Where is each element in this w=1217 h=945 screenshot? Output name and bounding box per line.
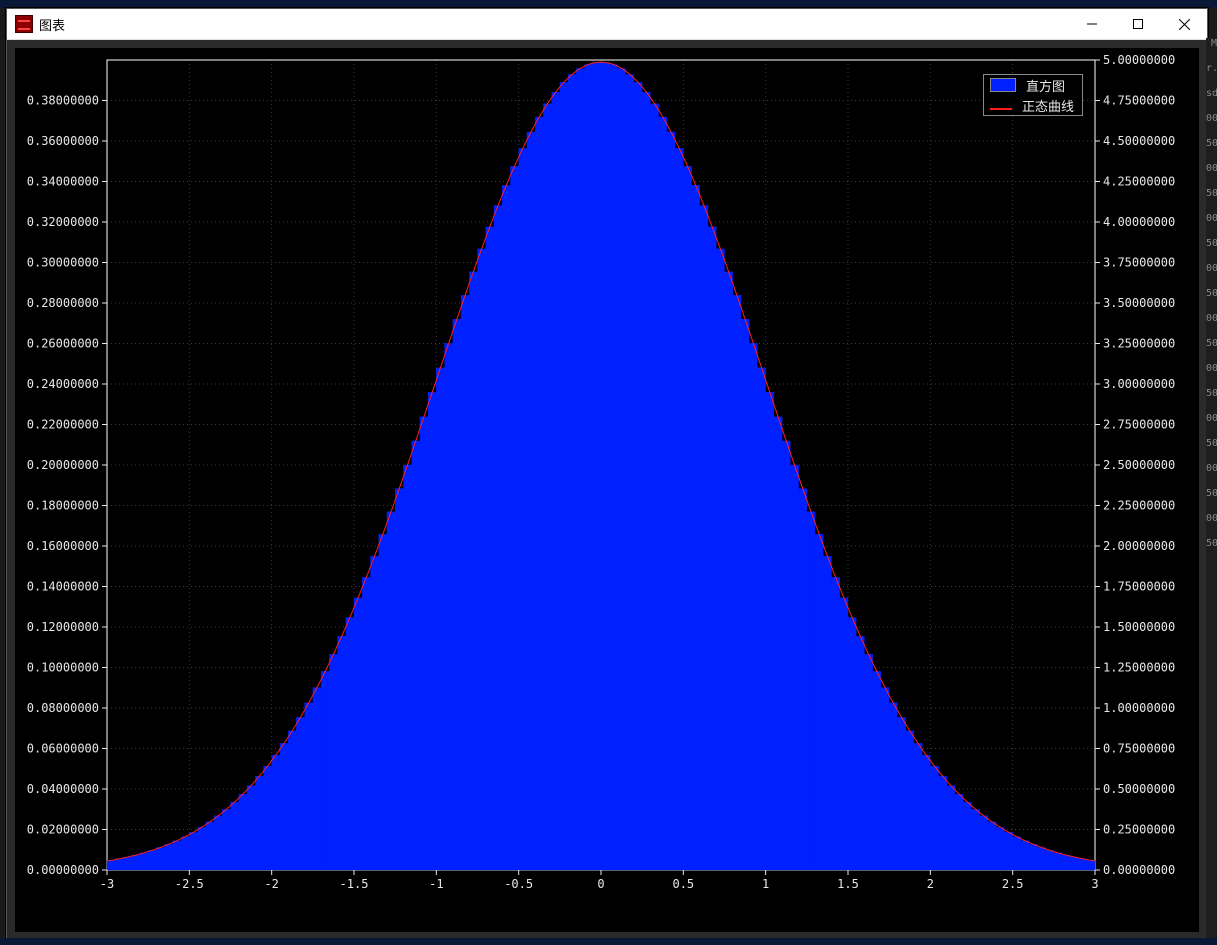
legend-label: 直方图 <box>1026 76 1065 95</box>
minimize-button[interactable] <box>1069 9 1115 39</box>
legend-swatch-line <box>990 108 1012 110</box>
background-text-fragment: M <box>1206 38 1217 63</box>
background-text-fragment: 00 <box>1206 113 1217 138</box>
svg-text:-1.5: -1.5 <box>340 877 369 891</box>
window-title: 图表 <box>39 15 65 34</box>
svg-text:0.06000000: 0.06000000 <box>27 742 99 756</box>
close-button[interactable] <box>1161 9 1207 39</box>
svg-text:0.38000000: 0.38000000 <box>27 94 99 108</box>
titlebar[interactable]: 图表 <box>7 9 1207 40</box>
svg-text:1.25000000: 1.25000000 <box>1103 661 1175 675</box>
svg-text:0.30000000: 0.30000000 <box>27 256 99 270</box>
svg-text:3: 3 <box>1091 877 1098 891</box>
svg-text:1.5: 1.5 <box>837 877 859 891</box>
background-text-fragment: 50 <box>1206 138 1217 163</box>
background-text-fragment: 00 <box>1206 413 1217 438</box>
svg-text:1.00000000: 1.00000000 <box>1103 701 1175 715</box>
svg-text:2: 2 <box>927 877 934 891</box>
svg-text:3.25000000: 3.25000000 <box>1103 337 1175 351</box>
svg-text:4.75000000: 4.75000000 <box>1103 94 1175 108</box>
svg-text:0.14000000: 0.14000000 <box>27 580 99 594</box>
svg-text:0.08000000: 0.08000000 <box>27 701 99 715</box>
chart-outer-frame: -3 -2.5 -2 -1.5 -1 -0.5 0 0.5 1 1.5 2 2.5 3 0.0000000… <box>7 40 1207 939</box>
svg-text:0.20000000: 0.20000000 <box>27 458 99 472</box>
svg-text:0.02000000: 0.02000000 <box>27 823 99 837</box>
svg-text:0.5: 0.5 <box>672 877 694 891</box>
svg-text:0.04000000: 0.04000000 <box>27 782 99 796</box>
svg-text:0.25000000: 0.25000000 <box>1103 823 1175 837</box>
svg-text:2.5: 2.5 <box>1002 877 1024 891</box>
background-text-fragment: 00 <box>1206 213 1217 238</box>
legend-item[interactable]: 正态曲线 <box>984 95 1082 115</box>
svg-text:0.16000000: 0.16000000 <box>27 539 99 553</box>
background-text-fragment: r. <box>1206 63 1217 88</box>
svg-text:0.12000000: 0.12000000 <box>27 620 99 634</box>
svg-text:0: 0 <box>597 877 604 891</box>
background-text-fragment: 50 <box>1206 288 1217 313</box>
svg-text:3.75000000: 3.75000000 <box>1103 256 1175 270</box>
svg-text:0.24000000: 0.24000000 <box>27 377 99 391</box>
svg-text:0.26000000: 0.26000000 <box>27 337 99 351</box>
chart-window: 图表 -3 -2.5 -2 -1.5 -1 -0.5 0 0.5 1 1.5 2 2.5 3 0.0000… <box>6 8 1208 940</box>
background-text-fragment: 50 <box>1206 238 1217 263</box>
svg-text:2.75000000: 2.75000000 <box>1103 418 1175 432</box>
svg-text:5.00000000: 5.00000000 <box>1103 53 1175 67</box>
svg-text:-3: -3 <box>100 877 114 891</box>
background-text-fragment: 00 <box>1206 163 1217 188</box>
svg-text:3.00000000: 3.00000000 <box>1103 377 1175 391</box>
svg-text:-0.5: -0.5 <box>504 877 533 891</box>
svg-text:0.34000000: 0.34000000 <box>27 175 99 189</box>
svg-text:4.00000000: 4.00000000 <box>1103 215 1175 229</box>
background-text-fragment: 00 <box>1206 263 1217 288</box>
svg-text:2.00000000: 2.00000000 <box>1103 539 1175 553</box>
svg-text:2.25000000: 2.25000000 <box>1103 499 1175 513</box>
background-text-fragment: sd <box>1206 88 1217 113</box>
legend-label: 正态曲线 <box>1022 96 1074 115</box>
chart-svg: -3 -2.5 -2 -1.5 -1 -0.5 0 0.5 1 1.5 2 2.5 3 0.0000000… <box>15 48 1199 932</box>
svg-text:-1: -1 <box>429 877 443 891</box>
chart-area[interactable]: -3 -2.5 -2 -1.5 -1 -0.5 0 0.5 1 1.5 2 2.5 3 0.0000000… <box>15 48 1199 931</box>
background-text-fragment: 50 <box>1206 338 1217 363</box>
svg-text:2.50000000: 2.50000000 <box>1103 458 1175 472</box>
svg-text:1: 1 <box>762 877 769 891</box>
svg-text:0.00000000: 0.00000000 <box>27 863 99 877</box>
background-text-fragment: 00 <box>1206 463 1217 488</box>
svg-text:0.50000000: 0.50000000 <box>1103 782 1175 796</box>
svg-text:4.50000000: 4.50000000 <box>1103 134 1175 148</box>
app-icon <box>15 15 33 33</box>
legend-swatch-box <box>990 78 1016 92</box>
taskbar[interactable] <box>0 938 1217 945</box>
background-text-fragment: 50 <box>1206 538 1217 563</box>
svg-text:0.00000000: 0.00000000 <box>1103 863 1175 877</box>
close-icon <box>1179 19 1190 30</box>
background-text-fragment: 50 <box>1206 188 1217 213</box>
legend[interactable]: 直方图正态曲线 <box>983 74 1083 116</box>
minimize-icon <box>1087 19 1097 29</box>
svg-text:3.50000000: 3.50000000 <box>1103 296 1175 310</box>
svg-text:0.22000000: 0.22000000 <box>27 418 99 432</box>
svg-text:-2: -2 <box>264 877 278 891</box>
background-text-fragment: 00 <box>1206 513 1217 538</box>
svg-text:0.36000000: 0.36000000 <box>27 134 99 148</box>
svg-text:0.32000000: 0.32000000 <box>27 215 99 229</box>
svg-text:-2.5: -2.5 <box>175 877 204 891</box>
svg-text:1.75000000: 1.75000000 <box>1103 580 1175 594</box>
svg-text:0.18000000: 0.18000000 <box>27 499 99 513</box>
svg-text:1.50000000: 1.50000000 <box>1103 620 1175 634</box>
svg-text:0.28000000: 0.28000000 <box>27 296 99 310</box>
background-text-fragment: 50 <box>1206 438 1217 463</box>
maximize-icon <box>1133 19 1143 29</box>
legend-item[interactable]: 直方图 <box>984 75 1082 95</box>
background-side-panel: Mr.sd00500050005000500050005000500050005… <box>1206 38 1217 938</box>
svg-text:0.10000000: 0.10000000 <box>27 661 99 675</box>
svg-text:0.75000000: 0.75000000 <box>1103 742 1175 756</box>
background-text-fragment: 00 <box>1206 363 1217 388</box>
svg-text:4.25000000: 4.25000000 <box>1103 175 1175 189</box>
background-text-fragment: 00 <box>1206 313 1217 338</box>
background-text-fragment: 50 <box>1206 388 1217 413</box>
maximize-button[interactable] <box>1115 9 1161 39</box>
background-text-fragment: 50 <box>1206 488 1217 513</box>
